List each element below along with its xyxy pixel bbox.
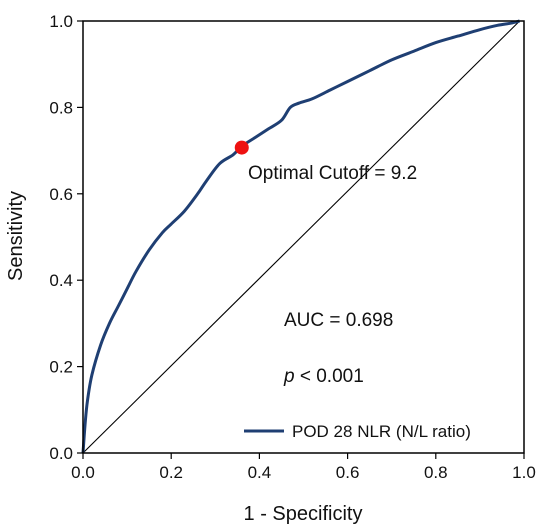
optimal-cutoff-label: Optimal Cutoff = 9.2 — [248, 163, 417, 184]
optimal-cutoff-point — [234, 140, 249, 155]
legend: POD 28 NLR (N/L ratio) — [244, 422, 471, 441]
y-tick-label: 0.8 — [49, 98, 73, 117]
legend-label: POD 28 NLR (N/L ratio) — [292, 422, 471, 441]
y-tick-label: 0.2 — [49, 358, 73, 377]
axes-layer — [82, 20, 525, 454]
plot-frame — [82, 20, 525, 454]
x-tick-label: 0.0 — [71, 463, 95, 482]
y-tick-label: 0.0 — [49, 444, 73, 463]
p-value-symbol: p — [283, 366, 295, 387]
auc-label: AUC = 0.698 — [284, 310, 393, 331]
x-axis-title: 1 - Specificity — [244, 503, 363, 525]
y-tick-label: 1.0 — [49, 12, 73, 31]
y-axis-title: Sensitivity — [5, 191, 27, 281]
ticks-layer: 0.0 0.2 0.4 0.6 0.8 1.0 0.0 0.2 0.4 0.6 0.8 1.0 — [49, 12, 535, 482]
x-tick-label: 0.8 — [424, 463, 448, 482]
p-value-threshold: < 0.001 — [295, 366, 364, 387]
reference-layer — [82, 20, 520, 454]
x-tick-label: 0.2 — [159, 463, 183, 482]
y-tick-label: 0.6 — [49, 185, 73, 204]
reference-diagonal-line — [82, 20, 520, 454]
x-tick-label: 1.0 — [512, 463, 536, 482]
x-tick-label: 0.6 — [336, 463, 360, 482]
x-tick-label: 0.4 — [248, 463, 272, 482]
p-value-label: p < 0.001 — [283, 366, 364, 387]
y-tick-label: 0.4 — [49, 271, 73, 290]
